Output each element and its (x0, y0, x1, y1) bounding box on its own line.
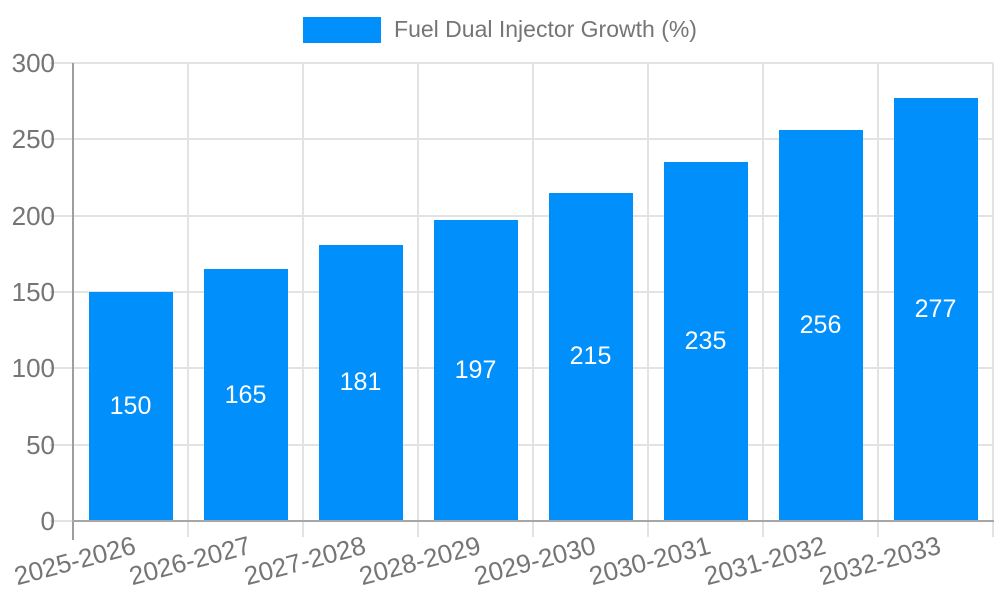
bar[interactable]: 215 (548, 192, 633, 521)
x-gridline (992, 63, 994, 537)
bar-value-label: 197 (454, 356, 497, 385)
bar[interactable]: 197 (433, 220, 518, 521)
y-tick-label: 300 (11, 48, 55, 78)
y-tick-label: 250 (11, 124, 55, 155)
bar-value-label: 277 (914, 295, 957, 324)
bar[interactable]: 150 (88, 292, 173, 521)
x-gridline (417, 63, 419, 537)
bar-value-label: 150 (109, 392, 152, 420)
y-gridline (50, 138, 993, 141)
y-tick-label: 100 (11, 353, 55, 384)
x-gridline (762, 63, 764, 537)
bar-value-label: 181 (339, 368, 382, 397)
y-tick-label: 0 (40, 506, 55, 536)
x-gridline (877, 63, 879, 537)
y-gridline (50, 214, 993, 217)
bar[interactable]: 181 (318, 244, 403, 521)
legend[interactable]: Fuel Dual Injector Growth (%) (0, 16, 1000, 43)
bar-value-label: 165 (224, 380, 267, 409)
bar-value-label: 256 (799, 311, 842, 340)
bar[interactable]: 277 (893, 98, 978, 521)
y-gridline (50, 62, 993, 64)
y-gridline (50, 291, 993, 293)
bar-value-label: 215 (569, 342, 612, 371)
bar[interactable]: 165 (203, 269, 288, 521)
y-tick-label: 200 (11, 200, 55, 231)
legend-swatch-icon (303, 16, 382, 43)
x-axis-line (72, 520, 994, 522)
bar[interactable]: 235 (663, 162, 748, 521)
x-gridline (532, 63, 534, 537)
x-gridline (187, 63, 189, 537)
bar[interactable]: 256 (778, 130, 863, 521)
y-tick-label: 50 (26, 429, 55, 460)
x-gridline (302, 63, 304, 537)
y-tick-label: 150 (11, 277, 55, 307)
bar-value-label: 235 (684, 327, 727, 356)
y-gridline (50, 443, 993, 446)
y-gridline (50, 520, 73, 522)
legend-label: Fuel Dual Injector Growth (%) (394, 16, 697, 42)
y-gridline (50, 367, 993, 370)
x-gridline (647, 63, 649, 537)
y-axis-line (72, 63, 74, 540)
